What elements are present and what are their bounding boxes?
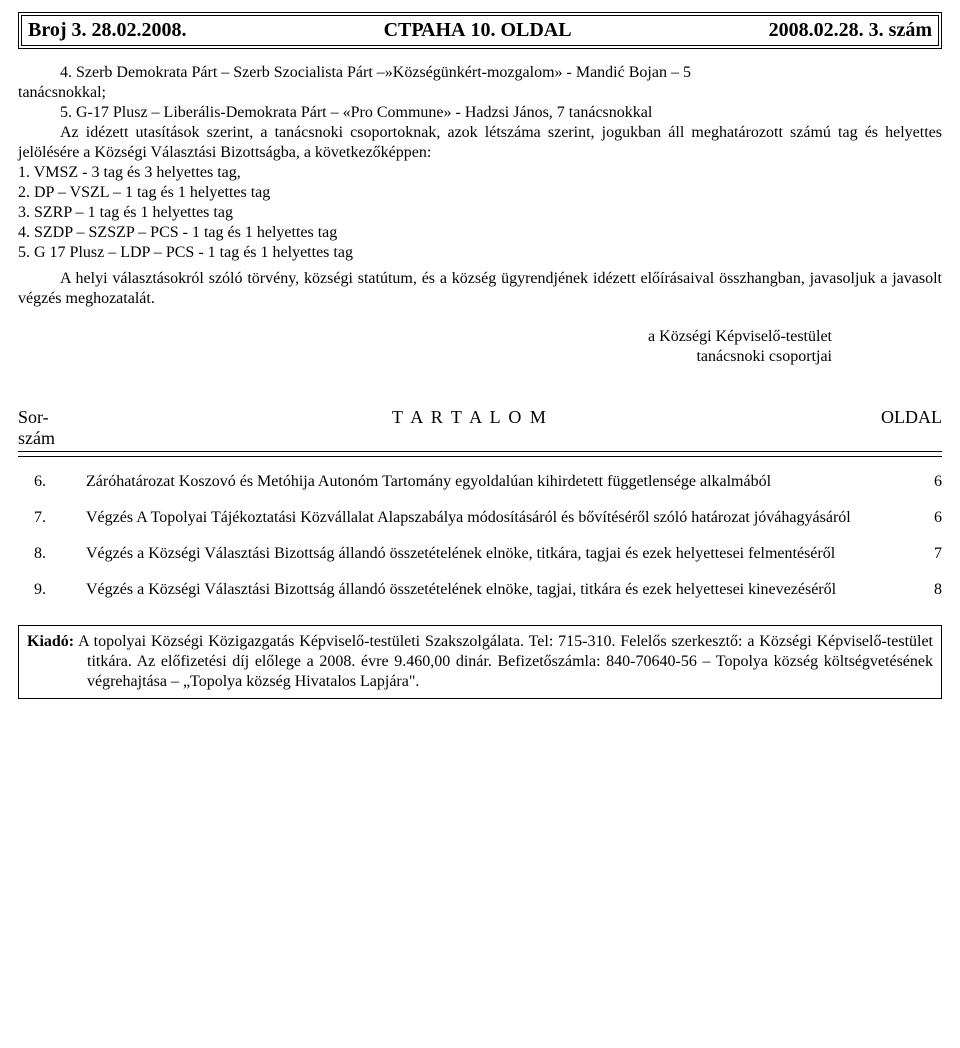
toc-head-left: Sor- szám bbox=[18, 407, 88, 449]
signature-line2: tanácsnoki csoportjai bbox=[18, 347, 832, 367]
footer-box: Kiadó: A topolyai Községi Közigazgatás K… bbox=[18, 625, 942, 699]
item4-line2: tanácsnokkal; bbox=[18, 83, 942, 103]
toc-num: 9. bbox=[18, 581, 86, 599]
item4-line1: 4. Szerb Demokrata Párt – Szerb Szociali… bbox=[18, 63, 942, 83]
list-5: 5. G 17 Plusz – LDP – PCS - 1 tag és 1 h… bbox=[18, 243, 942, 263]
footer-text: Kiadó: A topolyai Községi Közigazgatás K… bbox=[27, 632, 933, 692]
list-2: 2. DP – VSZL – 1 tag és 1 helyettes tag bbox=[18, 183, 942, 203]
toc-desc: Végzés a Községi Választási Bizottság ál… bbox=[86, 545, 902, 563]
para2-text: A helyi választásokról szóló törvény, kö… bbox=[18, 269, 942, 309]
toc-head-sor: Sor- bbox=[18, 407, 49, 427]
toc-head-szam: szám bbox=[18, 428, 55, 448]
toc-num: 8. bbox=[18, 545, 86, 563]
toc-separator bbox=[18, 456, 942, 457]
kiado-label: Kiadó: bbox=[27, 633, 74, 650]
toc-row: 7.Végzés A Topolyai Tájékoztatási Közvál… bbox=[18, 509, 942, 527]
toc-num: 7. bbox=[18, 509, 86, 527]
toc-page: 6 bbox=[902, 509, 942, 527]
toc-desc: Záróhatározat Koszovó és Metóhija Autonó… bbox=[86, 473, 902, 491]
toc-row: 6.Záróhatározat Koszovó és Metóhija Auto… bbox=[18, 473, 942, 491]
header-left: Broj 3. 28.02.2008. bbox=[28, 19, 187, 42]
toc-head-right: OLDAL bbox=[852, 407, 942, 428]
header-right: 2008.02.28. 3. szám bbox=[769, 19, 932, 42]
item5-line1: 5. G-17 Plusz – Liberális-Demokrata Párt… bbox=[18, 103, 942, 123]
signature-line1: a Községi Képviselő-testület bbox=[18, 327, 832, 347]
toc-page: 8 bbox=[902, 581, 942, 599]
toc-head-center: T A R T A L O M bbox=[88, 407, 852, 428]
toc-page: 6 bbox=[902, 473, 942, 491]
list-4: 4. SZDP – SZSZP – PCS - 1 tag és 1 helye… bbox=[18, 223, 942, 243]
header-box: Broj 3. 28.02.2008. СТРАНА 10. OLDAL 200… bbox=[18, 12, 942, 49]
body-intro: 4. Szerb Demokrata Párt – Szerb Szociali… bbox=[18, 63, 942, 263]
signature-block: a Községi Képviselő-testület tanácsnoki … bbox=[18, 327, 942, 367]
body-para2: A helyi választásokról szóló törvény, kö… bbox=[18, 269, 942, 309]
toc-desc: Végzés a Községi Választási Bizottság ál… bbox=[86, 581, 902, 599]
header-row: Broj 3. 28.02.2008. СТРАНА 10. OLDAL 200… bbox=[28, 19, 932, 42]
toc-num: 6. bbox=[18, 473, 86, 491]
toc-header: Sor- szám T A R T A L O M OLDAL bbox=[18, 407, 942, 452]
list-1: 1. VMSZ - 3 tag és 3 helyettes tag, bbox=[18, 163, 942, 183]
cont1: Az idézett utasítások szerint, a tanácsn… bbox=[18, 123, 942, 163]
toc-body: 6.Záróhatározat Koszovó és Metóhija Auto… bbox=[18, 473, 942, 599]
list-3: 3. SZRP – 1 tag és 1 helyettes tag bbox=[18, 203, 942, 223]
toc-row: 8.Végzés a Községi Választási Bizottság … bbox=[18, 545, 942, 563]
toc-desc: Végzés A Topolyai Tájékoztatási Közválla… bbox=[86, 509, 902, 527]
header-center: СТРАНА 10. OLDAL bbox=[384, 19, 572, 42]
toc-page: 7 bbox=[902, 545, 942, 563]
kiado-body: A topolyai Községi Közigazgatás Képvisel… bbox=[78, 633, 933, 690]
toc-row: 9.Végzés a Községi Választási Bizottság … bbox=[18, 581, 942, 599]
